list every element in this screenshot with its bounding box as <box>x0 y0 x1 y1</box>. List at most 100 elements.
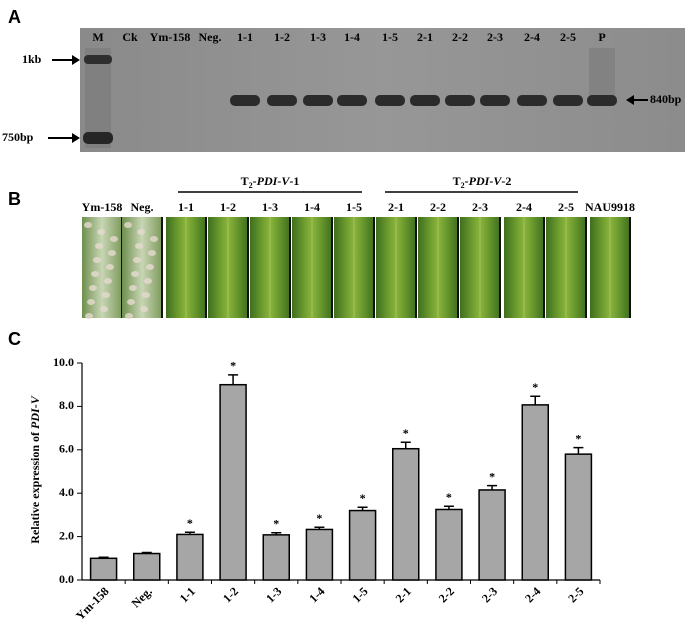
y-tick-label: 0.0 <box>59 572 74 586</box>
lesion <box>124 222 132 228</box>
error-bar <box>487 484 498 490</box>
lane-label: 2-4 <box>524 30 540 44</box>
x-tick-label: 2-4 <box>522 584 543 605</box>
lane-label: 2-5 <box>560 30 576 44</box>
gel <box>80 28 685 152</box>
significance: * <box>403 426 409 440</box>
bar <box>133 552 161 581</box>
error-bar <box>530 395 541 405</box>
sample-label: 1-4 <box>304 200 320 214</box>
lesion <box>93 257 101 263</box>
y-axis-label: Relative expression of PDI-V <box>28 395 42 543</box>
marker-band <box>83 132 113 144</box>
lesion <box>95 243 103 249</box>
band <box>267 95 297 106</box>
lane-label: 1-1 <box>237 30 253 44</box>
group-label: T2-PDI-V-2 <box>453 174 512 190</box>
significance: * <box>187 516 193 530</box>
lane-label: M <box>92 30 103 44</box>
band-label: 840bp <box>650 92 682 106</box>
band <box>230 95 260 106</box>
error-bar <box>573 446 584 455</box>
lesion <box>110 236 118 242</box>
lane-label: P <box>598 30 605 44</box>
y-tick-label: 8.0 <box>59 398 74 412</box>
significance: * <box>446 490 452 504</box>
lesion <box>87 299 95 305</box>
panel-label: A <box>8 7 21 27</box>
sample-label: 1-3 <box>262 200 278 214</box>
y-tick-label: 6.0 <box>59 442 74 456</box>
sample-label: 2-4 <box>516 200 532 214</box>
x-tick-label: 2-3 <box>479 584 500 605</box>
bar <box>305 528 334 581</box>
x-tick-label: 1-1 <box>177 584 198 605</box>
lane-label: 1-4 <box>344 30 360 44</box>
error-bar <box>400 441 411 449</box>
x-tick-label: 1-5 <box>349 584 370 605</box>
lesion <box>148 250 156 256</box>
lane-label: Neg. <box>199 30 222 44</box>
panel-label: B <box>8 189 21 209</box>
lesion <box>104 278 112 284</box>
panel-label: C <box>8 329 21 349</box>
band <box>553 95 583 106</box>
lesion <box>142 292 150 298</box>
bar <box>219 383 247 581</box>
bar <box>176 533 204 581</box>
significance: * <box>316 511 322 525</box>
error-bar <box>228 374 239 385</box>
marker-label: 1kb <box>22 52 42 66</box>
error-bar <box>141 551 152 554</box>
error-bar <box>314 526 325 530</box>
band <box>303 95 333 106</box>
lesion <box>133 257 141 263</box>
significance: * <box>489 469 495 483</box>
lesion <box>137 229 145 235</box>
lesion <box>150 236 158 242</box>
error-bar <box>184 531 195 535</box>
group-label: T2-PDI-V-1 <box>241 174 300 190</box>
error-bar <box>271 531 282 535</box>
lesion <box>146 264 154 270</box>
bar <box>521 404 549 581</box>
lesion <box>89 285 97 291</box>
arrow-head <box>72 55 80 65</box>
bar <box>478 489 506 581</box>
smear <box>589 48 615 98</box>
bar <box>564 453 593 581</box>
lesion <box>97 229 105 235</box>
sample-label: 1-1 <box>178 200 194 214</box>
lane-label: 1-2 <box>274 30 290 44</box>
sample-label: Neg. <box>131 200 154 214</box>
band <box>375 95 405 106</box>
x-tick-label: Ym-158 <box>73 584 112 623</box>
marker-label: 750bp <box>2 130 34 144</box>
lesion <box>85 313 93 319</box>
lesion <box>135 243 143 249</box>
lane-label: 2-2 <box>452 30 468 44</box>
significance: * <box>575 431 581 445</box>
sample-label: 1-2 <box>220 200 236 214</box>
sample-label: 2-2 <box>430 200 446 214</box>
significance: * <box>230 359 236 373</box>
x-tick-label: 1-3 <box>263 584 284 605</box>
lesion <box>144 278 152 284</box>
y-tick-label: 10.0 <box>53 355 74 369</box>
marker-smear <box>85 48 111 148</box>
error-bar <box>98 556 109 559</box>
lesion <box>125 313 133 319</box>
lesion <box>131 271 139 277</box>
band <box>445 95 475 106</box>
bar <box>89 557 118 581</box>
x-tick-label: 2-1 <box>393 584 414 605</box>
lesion <box>108 250 116 256</box>
x-tick-label: 2-5 <box>565 584 586 605</box>
lane-label: 2-3 <box>487 30 503 44</box>
significance: * <box>360 491 366 505</box>
bar <box>392 447 420 581</box>
x-tick-label: 2-2 <box>436 584 457 605</box>
error-bar <box>443 505 454 510</box>
lane-label: 1-3 <box>310 30 326 44</box>
